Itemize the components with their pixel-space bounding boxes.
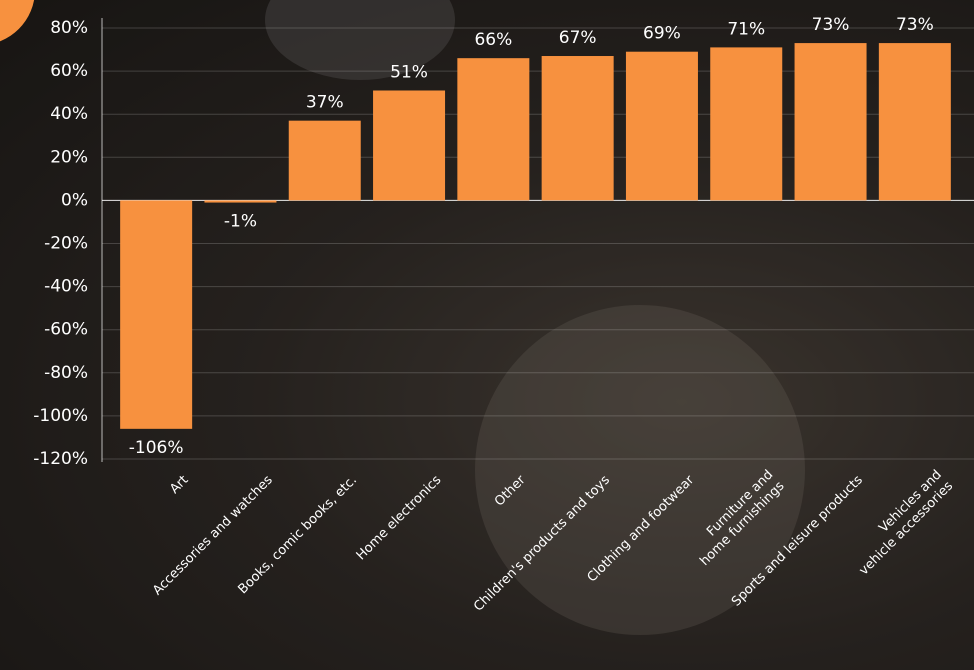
value-label: 69% [643,24,681,44]
value-label: 66% [474,30,512,50]
value-label: 37% [306,93,344,113]
watch-decor [475,305,805,635]
value-label: 51% [390,62,428,82]
bar [541,56,614,201]
bar [457,58,530,201]
bar [794,43,867,201]
value-label: -106% [129,438,184,458]
y-tick-label: 20% [50,147,88,167]
bar [120,200,193,429]
y-tick-label: 80% [50,18,88,38]
value-label: 71% [727,19,765,39]
y-tick-label: -40% [44,277,88,297]
y-tick-label: -120% [33,449,88,469]
y-tick-label: 40% [50,104,88,124]
y-tick-label: 60% [50,61,88,81]
bar [710,47,783,201]
bar [878,43,951,201]
bar [373,90,446,201]
watch-top-decor [265,0,455,80]
value-label: 67% [559,28,597,48]
value-label: -1% [224,212,257,232]
bar [288,120,361,201]
y-tick-label: 0% [61,190,88,210]
bar [625,51,698,201]
corner-circle [0,0,35,42]
y-tick-label: -80% [44,363,88,383]
bar [204,200,277,203]
y-tick-label: -60% [44,320,88,340]
value-label: 73% [812,15,850,35]
value-label: 73% [896,15,934,35]
y-tick-label: -100% [33,406,88,426]
y-tick-label: -20% [44,234,88,254]
